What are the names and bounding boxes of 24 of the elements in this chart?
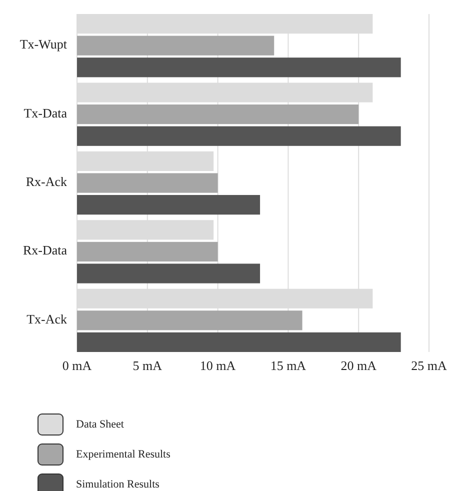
- y-tick-label: Tx-Ack: [26, 311, 68, 326]
- y-tick-label: Tx-Data: [24, 105, 68, 120]
- x-tick-label: 20 mA: [340, 358, 378, 373]
- bar: [77, 173, 218, 193]
- bar: [77, 264, 260, 284]
- legend-label: Data Sheet: [76, 418, 124, 431]
- bar: [77, 242, 218, 262]
- bar: [77, 104, 359, 124]
- bar: [77, 58, 401, 78]
- bar: [77, 126, 401, 146]
- y-tick-label: Tx-Wupt: [20, 36, 68, 52]
- legend-label: Simulation Results: [76, 478, 160, 491]
- x-tick-label: 5 mA: [132, 358, 163, 373]
- x-tick-label: 10 mA: [200, 358, 236, 373]
- x-tick-label: 25 mA: [411, 358, 448, 373]
- x-tick-label: 0 mA: [62, 358, 92, 373]
- bar: [77, 332, 401, 352]
- y-tick-label: Rx-Ack: [26, 174, 68, 189]
- bar: [77, 310, 302, 330]
- x-tick-label: 15 mA: [270, 358, 307, 373]
- legend-label: Experimental Results: [76, 448, 170, 461]
- bar: [77, 194, 260, 215]
- y-tick-label: Rx-Data: [22, 242, 68, 258]
- bar: [77, 36, 274, 56]
